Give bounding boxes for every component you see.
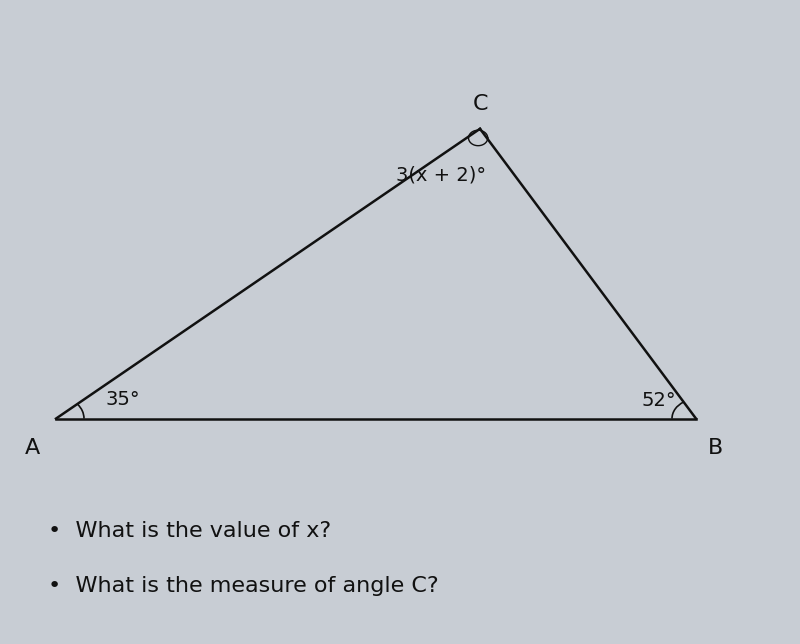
Text: 3(x + 2)°: 3(x + 2)°	[396, 166, 486, 185]
Text: 35°: 35°	[106, 390, 140, 409]
Text: •  What is the value of x?: • What is the value of x?	[48, 521, 331, 542]
Text: C: C	[472, 94, 488, 115]
Text: •  What is the measure of angle C?: • What is the measure of angle C?	[48, 576, 438, 596]
Text: A: A	[24, 437, 40, 458]
Text: 52°: 52°	[642, 391, 676, 410]
Text: B: B	[708, 437, 724, 458]
